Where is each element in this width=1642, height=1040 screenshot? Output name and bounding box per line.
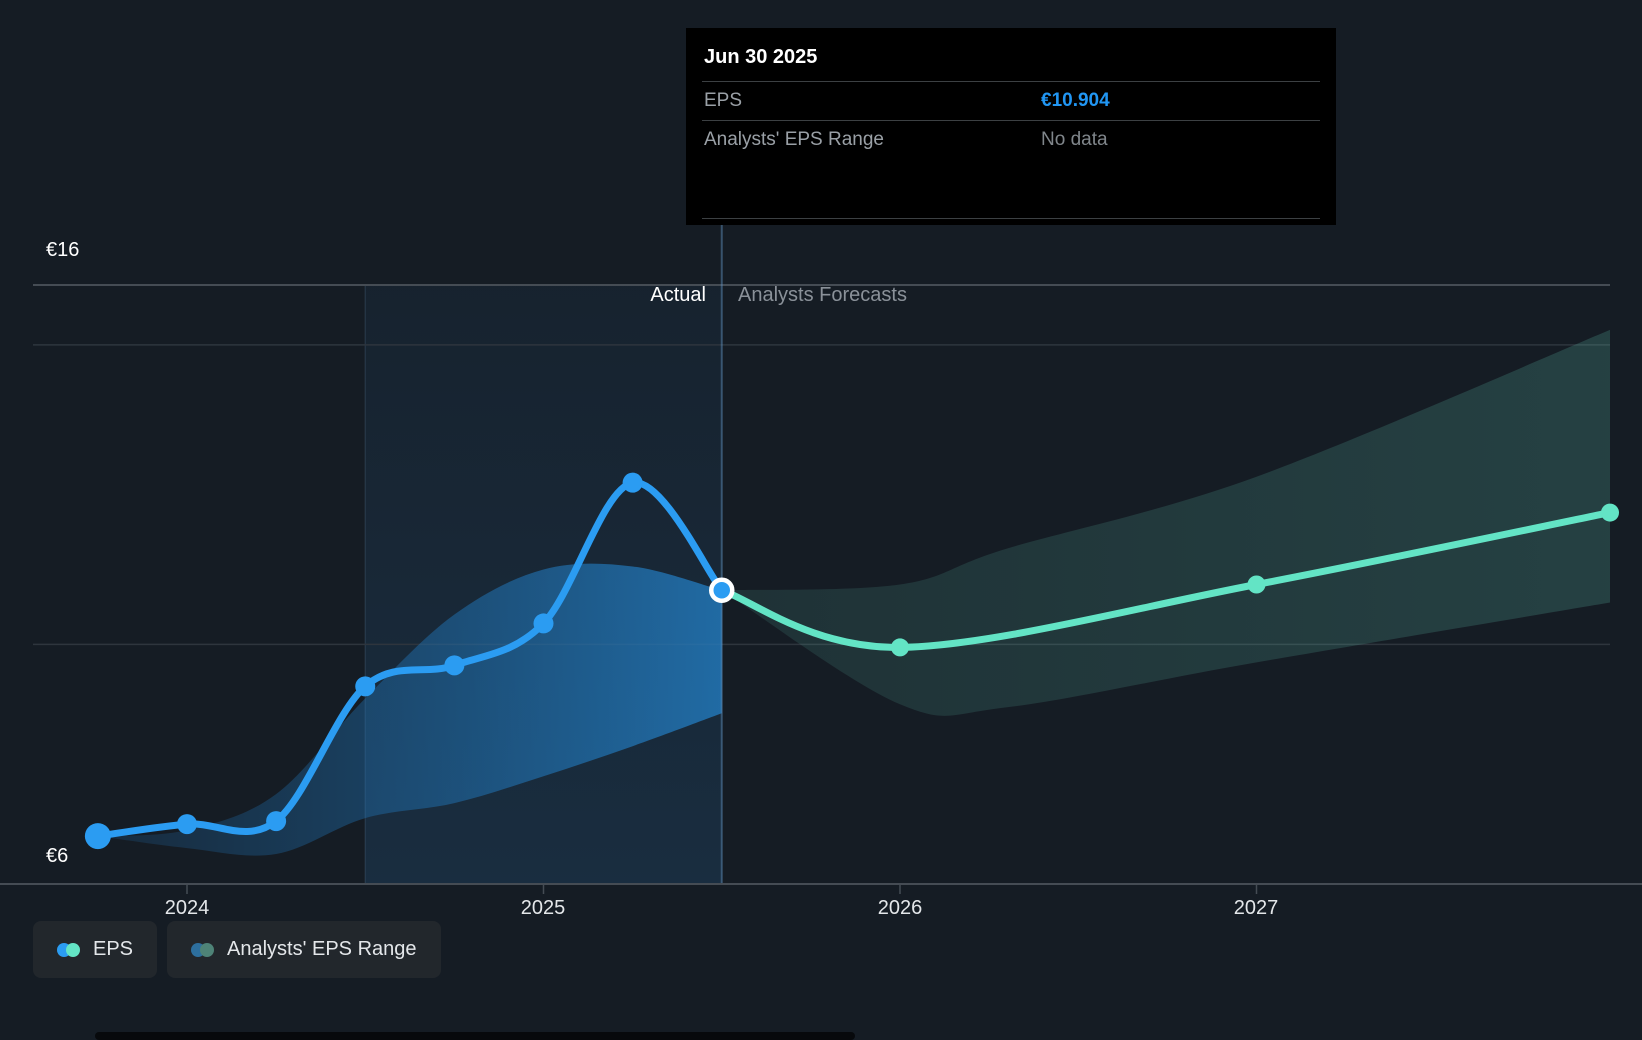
range-legend-dots-icon xyxy=(191,942,215,957)
eps-point[interactable] xyxy=(266,811,287,832)
tooltip-bottom-divider xyxy=(702,218,1320,219)
legend-eps-label: EPS xyxy=(93,938,134,960)
tooltip-range-label: Analysts' EPS Range xyxy=(704,129,884,150)
x-tick-2024: 2024 xyxy=(164,897,210,919)
legend-item-eps[interactable]: EPS xyxy=(33,921,158,978)
forecast-point[interactable] xyxy=(1601,503,1619,522)
legend: EPS Analysts' EPS Range xyxy=(33,921,441,978)
tooltip-row-range: Analysts' EPS Range No data xyxy=(702,120,1320,159)
x-axis xyxy=(0,883,1642,894)
eps-point[interactable] xyxy=(355,676,376,697)
x-tick-2025: 2025 xyxy=(520,897,566,919)
eps-point[interactable] xyxy=(177,814,197,835)
tooltip-eps-label: EPS xyxy=(704,90,743,111)
hover-tooltip: Jun 30 2025 EPS €10.904 Analysts' EPS Ra… xyxy=(686,28,1336,225)
eps-point[interactable] xyxy=(84,823,111,850)
selected-point[interactable] xyxy=(709,577,735,604)
tooltip-row-eps: EPS €10.904 xyxy=(702,81,1320,120)
actual-range-band xyxy=(97,563,722,856)
eps-point[interactable] xyxy=(622,472,643,493)
forecast-range-band xyxy=(721,329,1610,716)
legend-range-label: Analysts' EPS Range xyxy=(227,938,417,960)
eps-forecast-line xyxy=(718,509,1614,651)
x-tick-2027: 2027 xyxy=(1233,897,1279,919)
y-axis-min-label: €6 xyxy=(46,845,69,867)
phase-label-forecast: Analysts Forecasts xyxy=(738,284,907,306)
horizontal-scrollbar[interactable] xyxy=(95,1032,855,1040)
analyst-range-bands xyxy=(97,329,1610,856)
legend-item-analysts-eps-range[interactable]: Analysts' EPS Range xyxy=(167,921,441,978)
eps-point[interactable] xyxy=(533,613,554,634)
y-axis-max-label: €16 xyxy=(46,239,80,261)
x-tick-2026: 2026 xyxy=(877,897,923,919)
tooltip-eps-value: €10.904 xyxy=(1041,90,1110,111)
data-point-markers xyxy=(84,472,1619,850)
forecast-point[interactable] xyxy=(891,638,909,657)
phase-label-actual: Actual xyxy=(650,284,706,306)
tooltip-date: Jun 30 2025 xyxy=(704,46,818,68)
tooltip-range-value: No data xyxy=(1041,129,1108,150)
eps-legend-dots-icon xyxy=(57,942,80,957)
forecast-point[interactable] xyxy=(1247,575,1266,594)
eps-point[interactable] xyxy=(444,655,465,676)
